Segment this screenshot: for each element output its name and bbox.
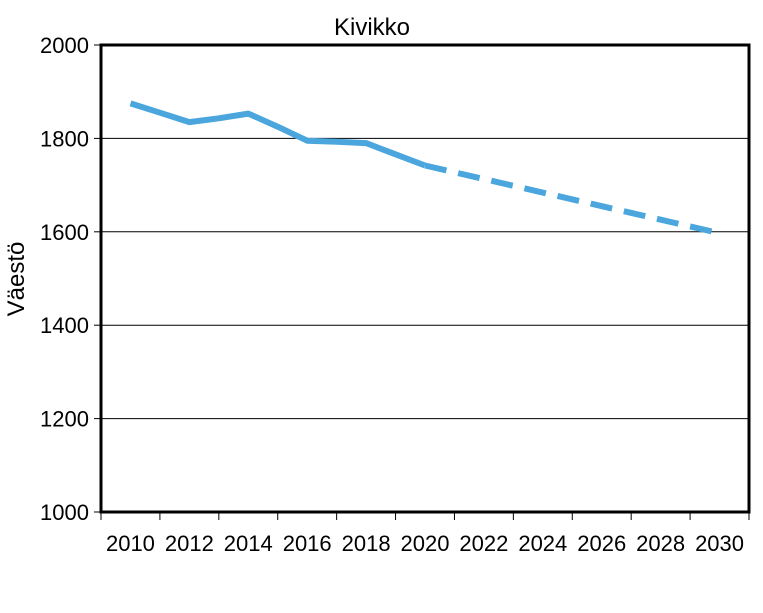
series-line-projection: [424, 162, 721, 237]
plot-frame: [99, 43, 751, 514]
x-tick-label: 2012: [165, 531, 214, 556]
x-tick-label: 2014: [224, 531, 273, 556]
y-tick-label: 1000: [40, 500, 89, 525]
y-tick-label: 1400: [40, 313, 89, 338]
x-tick-label: 2022: [459, 531, 508, 556]
x-tick-label: 2018: [342, 531, 391, 556]
x-tick-label: 2028: [636, 531, 685, 556]
x-tick-label: 2024: [518, 531, 567, 556]
x-tick-label: 2020: [401, 531, 450, 556]
x-tick-label: 2010: [106, 531, 155, 556]
y-tick-label: 1600: [40, 220, 89, 245]
y-axis-label: Väestö: [3, 242, 30, 317]
x-axis: 2010 2012 2014 2016 2018 2020 2022 2024 2026 2028…: [100, 512, 750, 556]
x-tick-label: 2026: [577, 531, 626, 556]
x-tick-label: 2016: [283, 531, 332, 556]
x-tick-label: 2030: [695, 531, 744, 556]
y-tick-label: 1800: [40, 126, 89, 151]
gridlines: [101, 137, 749, 420]
series-line-actual: [129, 100, 427, 169]
y-axis: 1000 1200 1400 1600 1800 2000: [40, 33, 101, 525]
y-tick-label: 2000: [40, 33, 89, 58]
series-group: [129, 100, 721, 237]
y-tick-label: 1200: [40, 407, 89, 432]
chart-title: Kivikko: [334, 14, 410, 41]
